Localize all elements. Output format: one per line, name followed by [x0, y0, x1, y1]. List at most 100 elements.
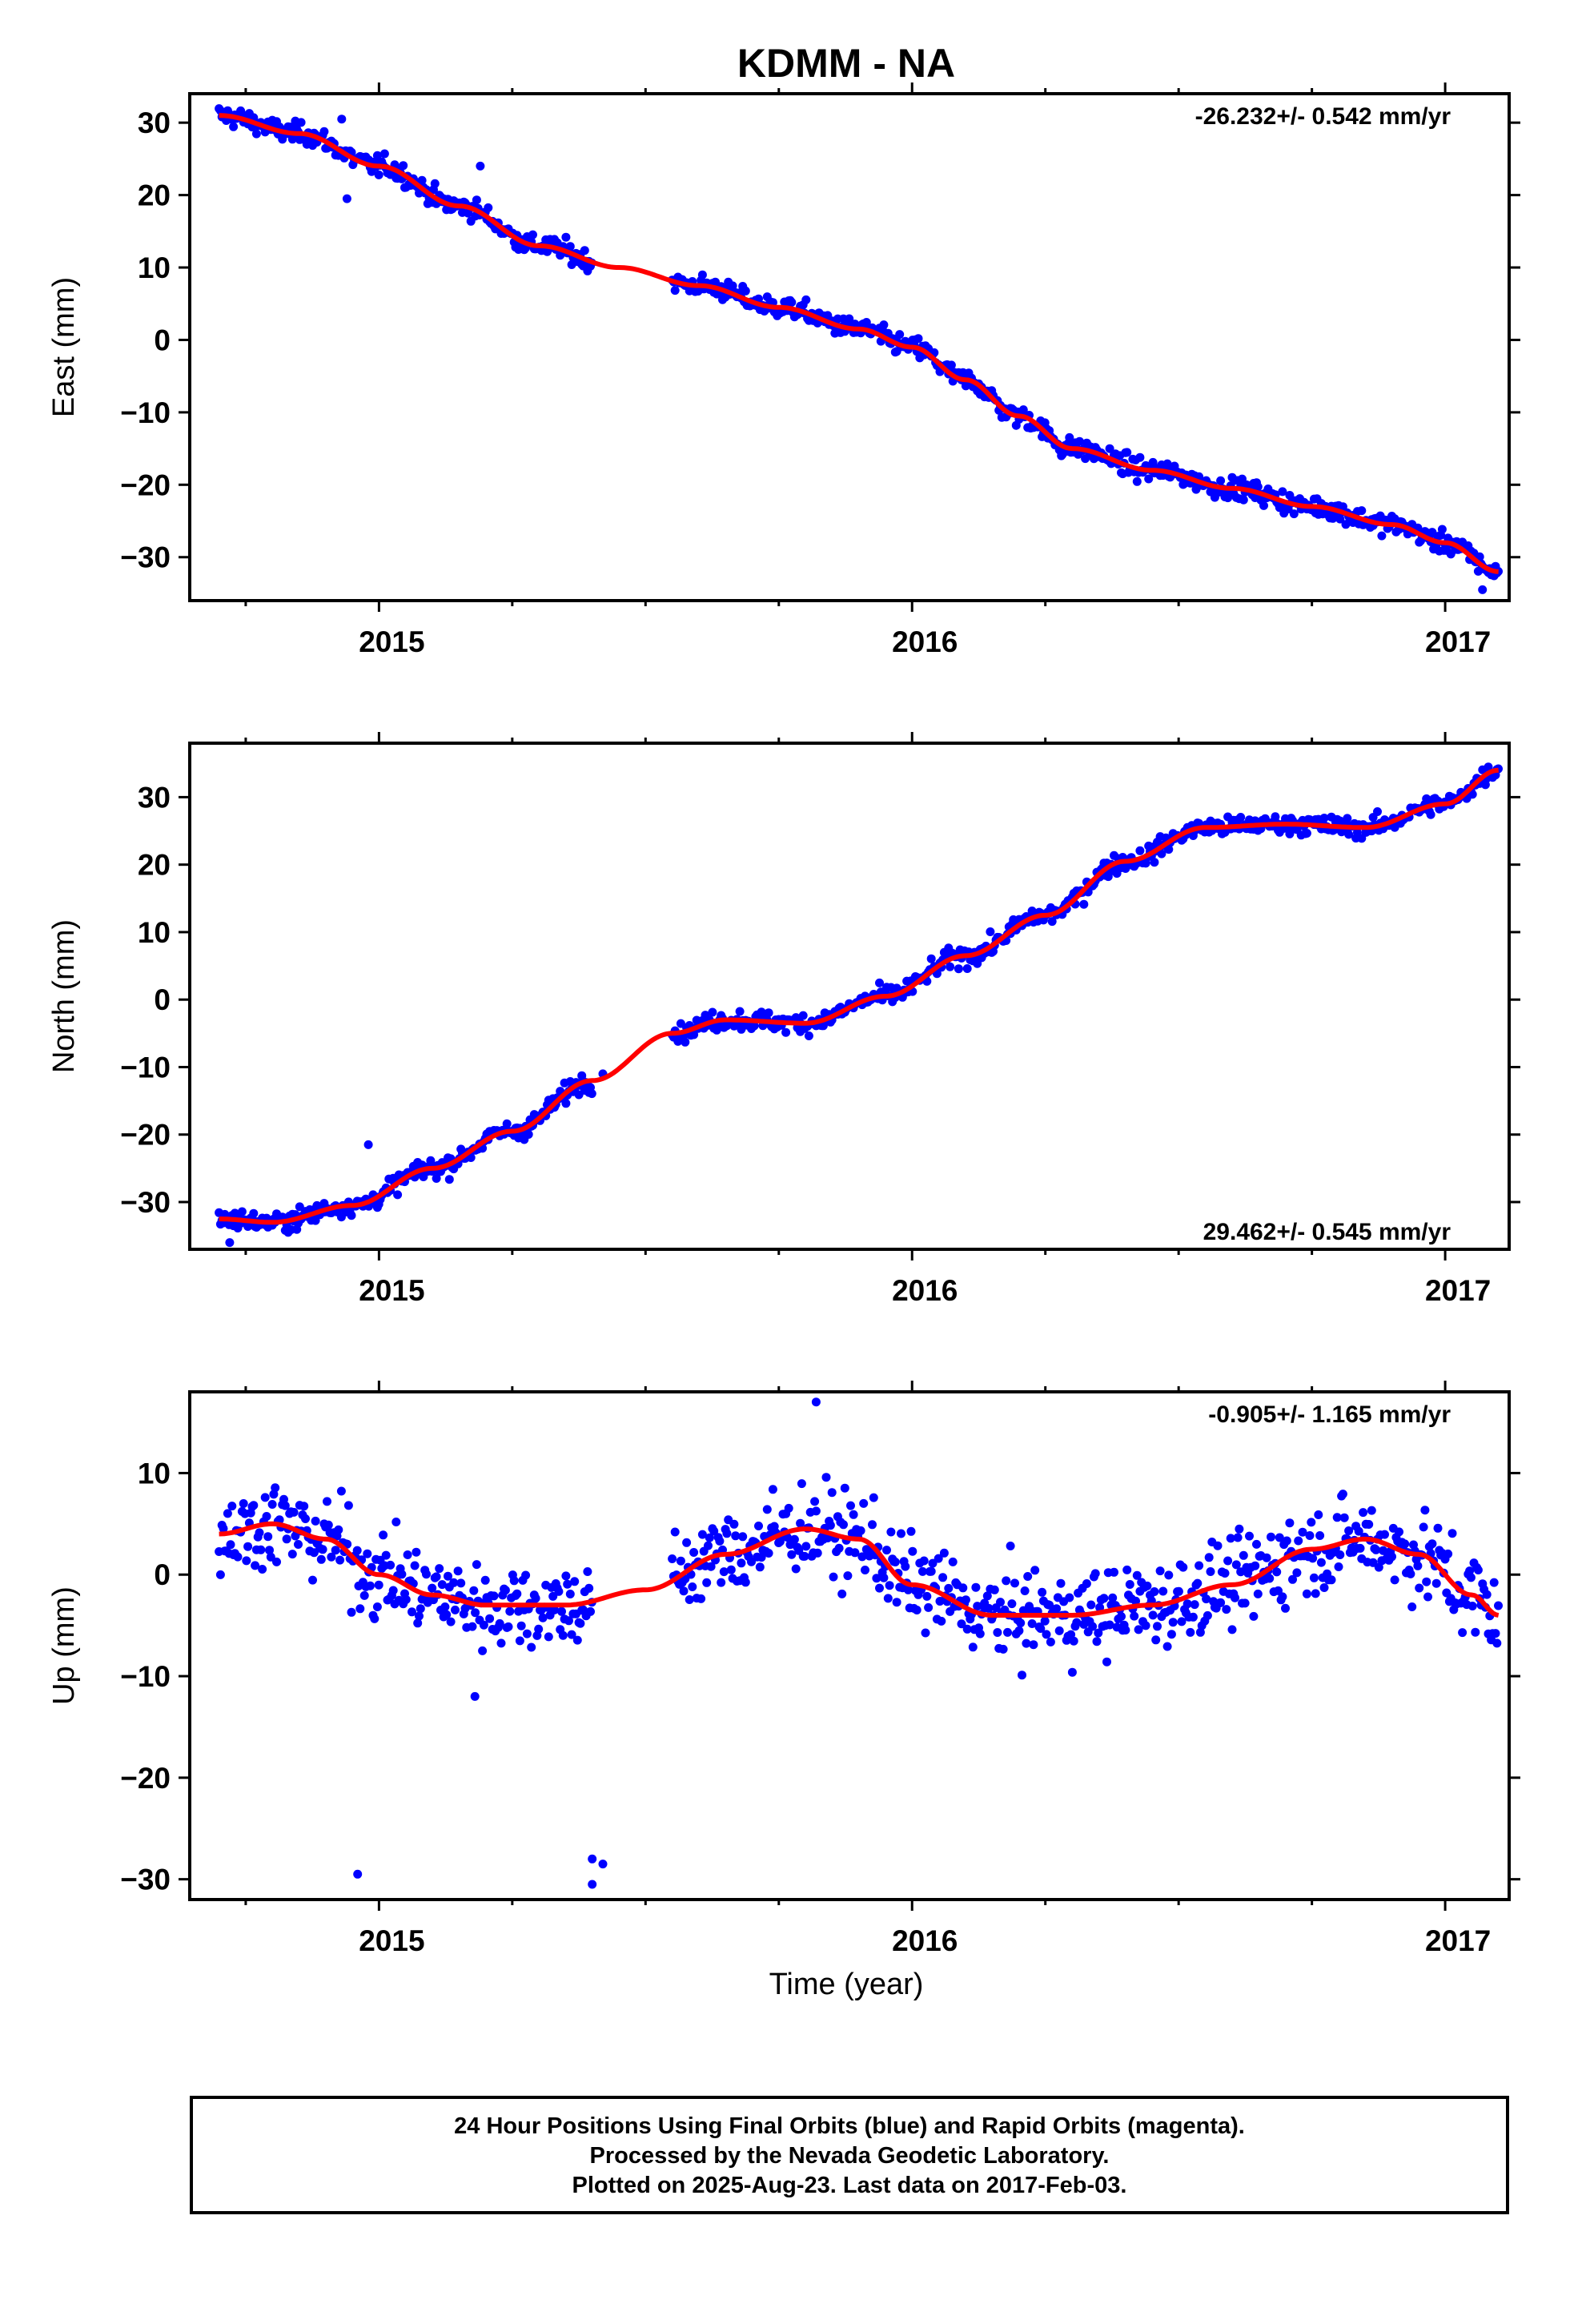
up-data-point: [531, 1594, 540, 1603]
up-data-point: [1371, 1545, 1381, 1554]
east-data-point: [913, 334, 923, 344]
up-data-point: [388, 1586, 398, 1595]
up-data-point: [1367, 1506, 1376, 1515]
up-data-point: [1253, 1589, 1263, 1598]
up-data-point: [381, 1550, 391, 1560]
up-x-tick-label: 2017: [1425, 1924, 1491, 1957]
up-data-point: [386, 1560, 396, 1570]
up-data-point: [726, 1565, 736, 1574]
up-data-point: [892, 1598, 901, 1607]
up-data-point: [403, 1550, 412, 1559]
east-data-point: [741, 286, 750, 296]
up-data-point: [449, 1578, 459, 1587]
east-data-point: [946, 360, 956, 370]
up-data-point: [432, 1572, 441, 1582]
up-data-point: [1122, 1565, 1132, 1574]
up-data-point: [962, 1624, 972, 1634]
up-data-point: [928, 1558, 938, 1568]
up-data-point: [1010, 1578, 1019, 1588]
up-data-point: [1220, 1569, 1230, 1578]
up-data-point: [1148, 1610, 1158, 1620]
up-data-point: [554, 1586, 564, 1596]
up-data-point: [791, 1564, 801, 1574]
up-data-point: [1130, 1611, 1139, 1621]
up-data-point: [906, 1526, 916, 1536]
up-data-point: [1420, 1506, 1430, 1515]
up-data-point: [565, 1590, 575, 1598]
east-y-tick-label: −30: [120, 541, 171, 574]
north-data-point: [708, 1007, 717, 1017]
up-data-point: [1174, 1586, 1183, 1596]
east-fit-line: [219, 113, 1499, 574]
up-data-point: [334, 1525, 343, 1534]
up-data-point: [1045, 1600, 1054, 1610]
up-data-point: [584, 1583, 594, 1593]
up-data-point: [318, 1545, 327, 1554]
up-data-point: [1203, 1610, 1212, 1620]
x-axis-label: Time (year): [769, 1968, 924, 2001]
up-data-point: [934, 1554, 943, 1563]
up-data-point: [215, 1570, 225, 1579]
up-data-point: [882, 1546, 891, 1555]
north-data-point: [1373, 807, 1382, 816]
up-data-point: [1204, 1553, 1214, 1562]
up-data-point: [993, 1628, 1002, 1637]
north-fit-line: [219, 767, 1499, 1225]
up-data-point: [827, 1488, 837, 1498]
up-data-point: [1216, 1598, 1226, 1607]
up-data-point: [1108, 1593, 1118, 1602]
up-data-point: [1162, 1642, 1172, 1651]
up-data-point: [538, 1613, 548, 1622]
up-data-point: [688, 1582, 697, 1591]
up-data-point: [588, 1880, 597, 1889]
up-data-point: [1030, 1566, 1040, 1575]
up-data-point: [1006, 1542, 1015, 1550]
up-data-point: [428, 1583, 437, 1593]
up-data-point: [567, 1630, 576, 1639]
up-data-point: [299, 1502, 309, 1511]
up-frame: [188, 1390, 1511, 1901]
up-data-point: [1016, 1618, 1026, 1628]
up-data-point: [522, 1629, 532, 1638]
north-data-point: [237, 1207, 247, 1216]
up-data-point: [478, 1646, 488, 1655]
up-data-point: [886, 1527, 896, 1537]
up-data-point: [996, 1598, 1005, 1607]
up-data-point: [689, 1548, 699, 1557]
up-data-point: [875, 1583, 884, 1593]
north-data-point: [1344, 830, 1354, 839]
up-data-point: [668, 1554, 677, 1563]
up-data-point: [422, 1570, 431, 1579]
up-data-point: [1288, 1574, 1297, 1584]
up-data-point: [731, 1531, 741, 1541]
up-data-point: [1468, 1602, 1477, 1610]
up-data-point: [1272, 1567, 1282, 1577]
up-data-point: [843, 1571, 853, 1581]
north-data-point: [1426, 810, 1435, 819]
up-y-tick-label: 0: [154, 1558, 171, 1591]
up-data-point: [1423, 1592, 1432, 1602]
north-data-point: [1135, 846, 1145, 855]
up-data-point: [401, 1594, 411, 1604]
up-data-point: [1447, 1529, 1457, 1538]
up-data-point: [1131, 1596, 1140, 1606]
up-data-point: [1014, 1626, 1024, 1635]
footer-line-3: Plotted on 2025-Aug-23. Last data on 201…: [572, 2173, 1127, 2198]
up-data-point: [227, 1502, 237, 1511]
up-data-point: [1314, 1510, 1323, 1519]
up-data-point: [359, 1590, 369, 1600]
up-data-point: [958, 1583, 968, 1593]
up-data-point: [1433, 1523, 1443, 1533]
up-data-point: [787, 1550, 797, 1559]
up-data-point: [1294, 1536, 1303, 1546]
up-data-point: [1072, 1618, 1082, 1627]
up-data-point: [1090, 1569, 1100, 1578]
up-data-point: [897, 1529, 905, 1538]
east-x-tick-label: 2015: [359, 625, 424, 658]
up-data-point: [990, 1585, 999, 1594]
north-data-point: [1047, 917, 1057, 927]
east-data-point: [430, 179, 440, 188]
up-data-point: [331, 1546, 340, 1555]
up-data-point: [1213, 1541, 1223, 1550]
east-data-point: [342, 194, 351, 203]
